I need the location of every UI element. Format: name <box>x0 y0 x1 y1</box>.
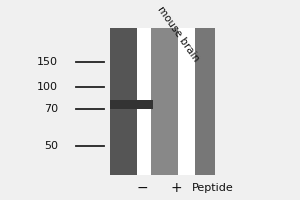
Bar <box>178 28 195 175</box>
Bar <box>195 28 215 175</box>
Bar <box>136 28 152 175</box>
Text: Peptide: Peptide <box>192 183 233 193</box>
Text: mouse brain: mouse brain <box>155 4 201 64</box>
Text: 70: 70 <box>44 104 58 114</box>
Text: −: − <box>137 181 148 195</box>
Text: 100: 100 <box>37 82 58 92</box>
Text: +: + <box>171 181 183 195</box>
Text: 50: 50 <box>44 141 58 151</box>
Bar <box>110 28 136 175</box>
Text: 150: 150 <box>37 57 58 67</box>
Bar <box>110 100 153 109</box>
Bar <box>152 28 178 175</box>
